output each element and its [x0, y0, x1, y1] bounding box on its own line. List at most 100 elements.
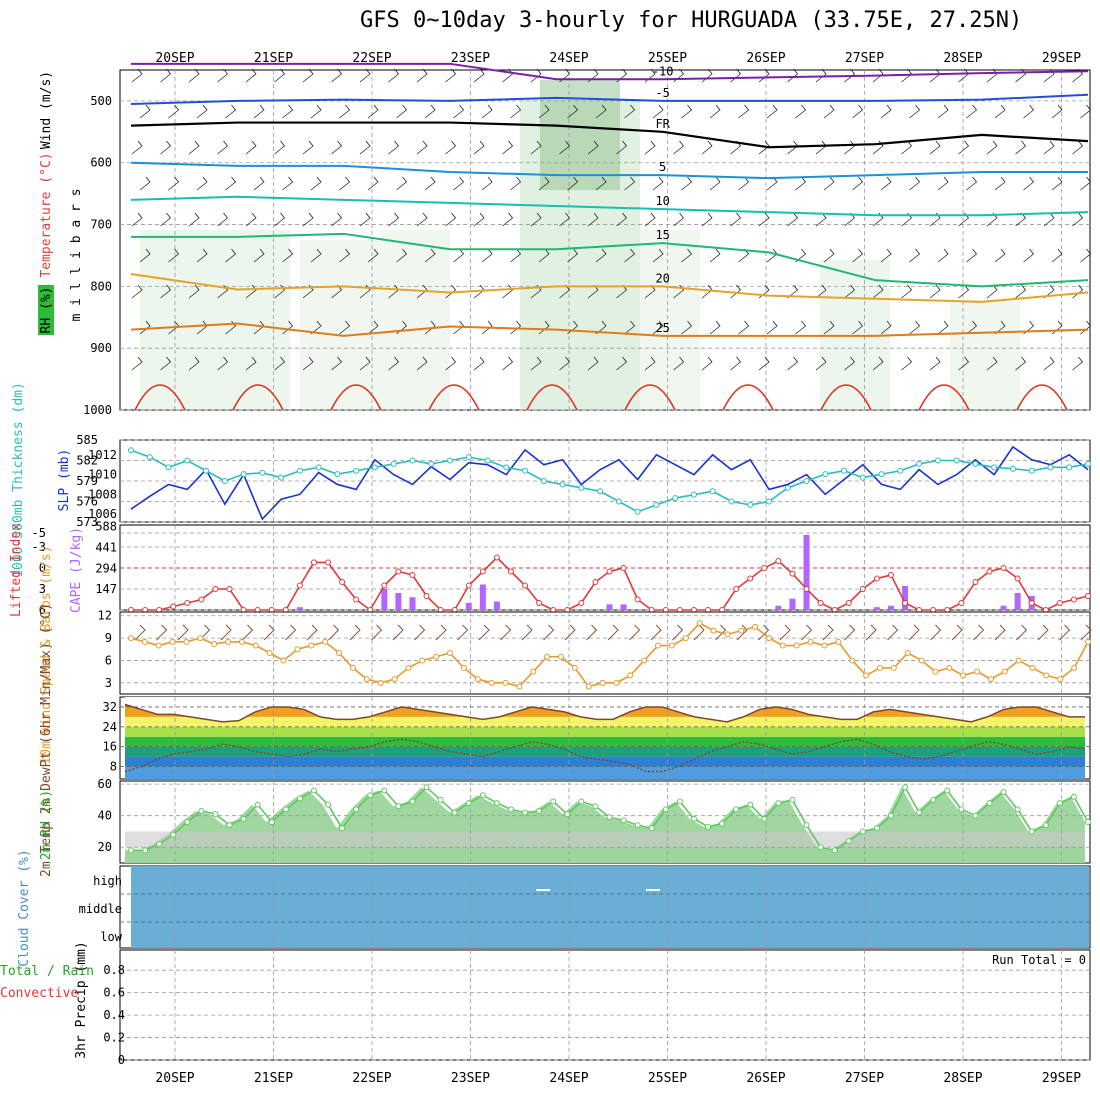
- wind10m-barb: [435, 624, 447, 641]
- lifted-index-point: [198, 596, 205, 603]
- wind-barb: [481, 104, 493, 119]
- wind-barb: [909, 176, 921, 191]
- wind-barb: [188, 140, 200, 155]
- wind-barb: [758, 212, 770, 227]
- temp-tick-label: 8: [110, 760, 117, 774]
- wind10m-barb: [779, 624, 791, 641]
- thickness-point: [728, 498, 735, 505]
- wind-barb: [1023, 176, 1035, 191]
- temperature-contour: [130, 322, 1089, 337]
- wind-barb: [994, 104, 1006, 119]
- wind-barb: [709, 104, 721, 119]
- lifted-index-point: [170, 603, 177, 610]
- cloud-axis-label: Cloud Cover (%): [17, 849, 32, 966]
- bottom-date-labels: 20SEP 21SEP 22SEP 23SEP 24SEP 25SEP 26SEP 27SEP…: [155, 1071, 1081, 1086]
- upper-air-panel: -10 -5 FR 5 10 15 20 25 500 600 700 800 900 1000 20S…: [83, 51, 1092, 417]
- wind10m-speed-point: [502, 679, 509, 686]
- temp-band: [125, 746, 1085, 757]
- precip-tick-label: 0: [118, 1053, 125, 1067]
- lifted-index-point: [353, 596, 360, 603]
- wind10m-barb: [951, 624, 963, 641]
- wind-barb: [416, 68, 428, 83]
- upper-air-yticks: 500 600 700 800 900 1000: [83, 94, 112, 417]
- wind10m-barb: [844, 624, 856, 641]
- rh2m-point: [128, 847, 134, 854]
- cloud-level-label: middle: [79, 902, 122, 916]
- wind-barb: [245, 68, 257, 83]
- wind10m-speed-point: [1029, 664, 1036, 671]
- wind10m-barb: [392, 624, 404, 641]
- cape-bar: [789, 598, 796, 610]
- wind-barb: [274, 284, 286, 299]
- wind10m-barb: [586, 624, 598, 641]
- bottom-date-label: 21SEP: [254, 1071, 293, 1086]
- wind10m-barb: [607, 624, 619, 641]
- thickness-point: [184, 457, 191, 464]
- rh-high-area: [540, 80, 620, 190]
- wind-barb: [359, 356, 371, 371]
- bottom-date-label: 28SEP: [943, 1071, 982, 1086]
- wind10m-speed-point: [710, 627, 717, 634]
- rh-legend-swatch: [38, 285, 54, 335]
- lifted-index-point: [184, 600, 191, 606]
- wind10m-barb: [930, 624, 942, 641]
- thickness-point: [128, 447, 134, 454]
- bottom-date-label: 29SEP: [1042, 1071, 1081, 1086]
- wind10m-speed-point: [849, 657, 856, 664]
- wind-barb: [274, 140, 286, 155]
- thickness-point: [1066, 464, 1073, 471]
- wind10m-barb: [758, 624, 770, 641]
- wind-barb: [160, 284, 172, 299]
- rh2m-point: [451, 809, 458, 816]
- wind-barb: [1072, 212, 1084, 227]
- wind-barb: [872, 68, 884, 83]
- temp2m-ticks: 8 16 24 32: [103, 700, 117, 774]
- rh2m-point: [789, 796, 796, 803]
- cape-bar: [873, 607, 880, 610]
- wind-barb: [160, 356, 172, 371]
- lifted-index-point: [1028, 600, 1035, 606]
- wind-barb: [624, 176, 636, 191]
- rh2m-point: [254, 801, 261, 808]
- wind10m-speed-point: [225, 638, 232, 645]
- slp-tick-label: 1010: [88, 468, 117, 482]
- wind-barb: [510, 176, 522, 191]
- rh2m-tick-label: 20: [98, 840, 112, 854]
- wind-barb: [445, 284, 457, 299]
- precip-legend-convective: Convective: [0, 986, 78, 1001]
- cape-tick-label: 588: [95, 520, 117, 534]
- wind10m-speed-point: [932, 668, 939, 675]
- lifted-index-point: [1056, 600, 1063, 606]
- wind-barb: [310, 176, 322, 191]
- wind-barb: [217, 68, 229, 83]
- thickness-axis-label: 1000-500mb Thickness (dm): [11, 382, 26, 578]
- wind-barb: [795, 320, 807, 335]
- wind10m-ticks: 3 6 9 12: [98, 609, 112, 690]
- wind-barb: [225, 104, 237, 119]
- thickness-point: [578, 484, 585, 491]
- wind-barb: [823, 248, 835, 263]
- wind-barb: [510, 248, 522, 263]
- wind-barb: [302, 68, 314, 83]
- wind-barb: [217, 140, 229, 155]
- cape-tick-label: 294: [95, 561, 117, 575]
- lifted-index-point: [803, 586, 810, 592]
- wind10m-speed-point: [183, 638, 190, 645]
- wind-barb: [302, 140, 314, 155]
- lifted-index-point: [761, 565, 768, 571]
- wind10m-speed-point: [530, 668, 537, 675]
- wind10m-speed-point: [405, 664, 412, 671]
- wind10m-speed-point: [557, 653, 564, 660]
- slp-thickness-grid: [120, 439, 1090, 523]
- precip-grid: [120, 950, 1090, 1061]
- wind-barb: [131, 284, 143, 299]
- cape-bar: [620, 604, 627, 610]
- wind-barb: [530, 356, 542, 371]
- slp-line: [130, 445, 1089, 521]
- wind10m-speed-point: [336, 650, 343, 656]
- contour-label: 25: [655, 321, 669, 335]
- wind-barb: [758, 356, 770, 371]
- wind-barb: [453, 248, 465, 263]
- thickness-point: [259, 469, 266, 476]
- thickness-point: [747, 501, 754, 508]
